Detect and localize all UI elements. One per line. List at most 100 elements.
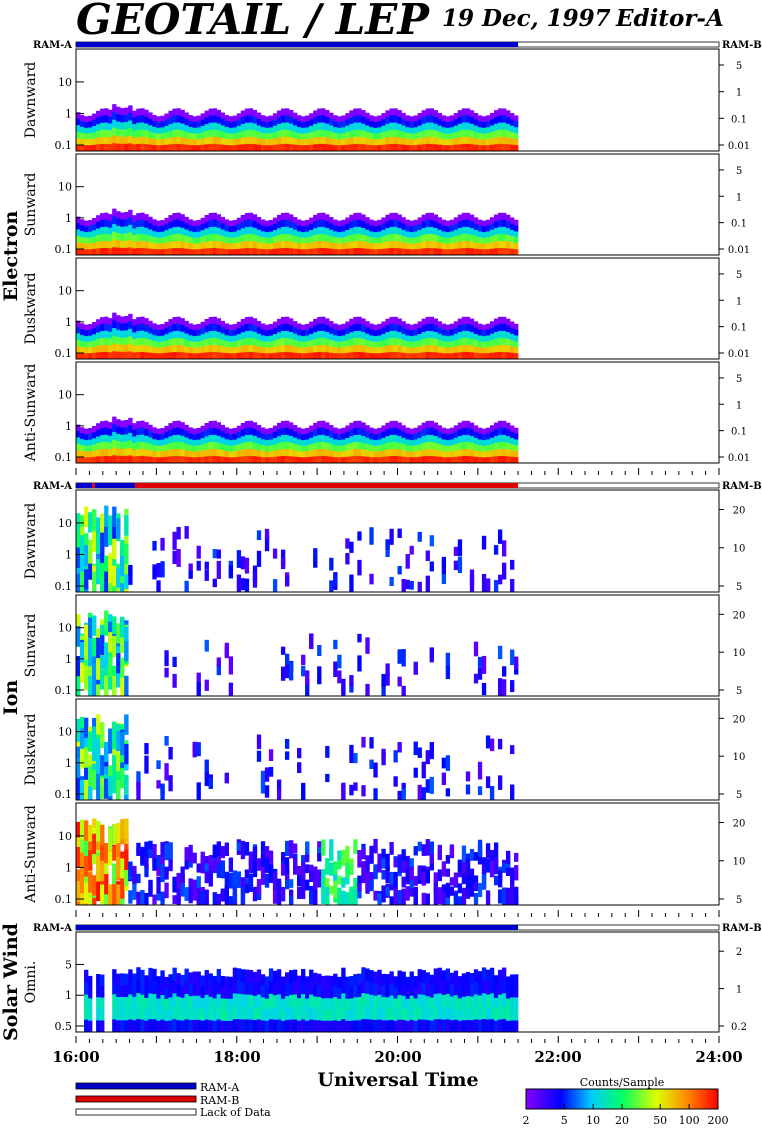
- spectrogram-cell: [80, 231, 85, 238]
- spectrogram-cell: [317, 330, 322, 339]
- spectrogram-cell: [112, 506, 117, 527]
- spectrogram-cell: [389, 1019, 394, 1033]
- spectrogram-cell: [369, 133, 374, 140]
- spectrogram-cell: [96, 985, 101, 998]
- spectrogram-cell: [305, 998, 310, 1011]
- spectrogram-cell: [389, 219, 394, 228]
- spectrogram-cell: [284, 653, 290, 665]
- spectrogram-cell: [385, 974, 390, 986]
- spectrogram-cell: [256, 858, 262, 871]
- spectrogram-cell: [349, 429, 354, 437]
- spectrogram-cell: [401, 242, 406, 250]
- spectrogram-cell: [108, 828, 113, 849]
- spectrogram-cell: [329, 1020, 334, 1033]
- spectrogram-cell: [506, 345, 511, 353]
- spectrogram-cell: [240, 886, 246, 905]
- spectrogram-cell: [176, 330, 181, 339]
- spectrogram-cell: [204, 863, 209, 872]
- spectrogram-cell: [176, 1008, 181, 1021]
- spectrogram-cell: [148, 248, 153, 256]
- spectrogram-cell: [208, 331, 213, 339]
- spectrogram-cell: [389, 971, 394, 984]
- spectrogram-cell: [313, 228, 318, 236]
- spectrogram-cell: [212, 441, 217, 450]
- spectrogram-cell: [152, 844, 157, 862]
- spectrogram-cell: [329, 450, 334, 457]
- spectrogram-cell: [88, 872, 93, 893]
- spectrogram-cell: [510, 321, 515, 328]
- spectrogram-cell: [220, 327, 225, 334]
- spectrogram-cell: [232, 237, 238, 244]
- spectrogram-cell: [313, 876, 318, 892]
- spectrogram-cell: [184, 431, 189, 438]
- spectrogram-cell: [329, 862, 334, 876]
- spectrogram-cell: [196, 243, 201, 250]
- spectrogram-cell: [236, 993, 242, 1007]
- spectrogram-cell: [164, 321, 169, 329]
- spectrogram-cell: [168, 221, 173, 229]
- spectrogram-cell: [357, 559, 362, 576]
- spectrogram-cell: [268, 457, 274, 464]
- spectrogram-cell: [441, 451, 447, 458]
- spectrogram-cell: [445, 855, 451, 864]
- spectrogram-cell: [156, 1020, 161, 1033]
- spectrogram-cell: [369, 115, 374, 122]
- spectrogram-cell: [373, 249, 378, 256]
- spectrogram-cell: [389, 247, 394, 256]
- spectrogram-cell: [437, 242, 443, 250]
- spectrogram-cell: [204, 130, 209, 138]
- spectrogram-cell: [184, 118, 189, 126]
- spectrogram-cell: [421, 982, 426, 996]
- spectrogram-cell: [144, 743, 149, 755]
- spectrogram-cell: [481, 457, 487, 464]
- spectrogram-cell: [260, 225, 266, 232]
- spectrogram-cell: [260, 335, 266, 342]
- spectrogram-cell: [108, 621, 113, 642]
- spectrogram-cell: [321, 1009, 326, 1022]
- spectrogram-cell: [349, 683, 354, 693]
- spectrogram-cell: [465, 996, 471, 1009]
- spectrogram-cell: [325, 318, 330, 326]
- spectrogram-cell: [76, 547, 81, 568]
- spectrogram-cell: [325, 1009, 330, 1022]
- spectrogram-cell: [104, 247, 109, 256]
- spectrogram-cell: [132, 235, 137, 243]
- spectrogram-cell: [313, 110, 318, 118]
- spectrogram-cell: [441, 133, 447, 140]
- spectrogram-cell: [437, 131, 443, 139]
- spectrogram-cell: [184, 223, 189, 230]
- spectrogram-cell: [497, 330, 503, 339]
- spectrogram-cell: [224, 243, 230, 250]
- spectrogram-cell: [140, 351, 145, 360]
- spectrogram-cell: [216, 422, 221, 430]
- spectrogram-cell: [84, 139, 89, 146]
- spectrogram-cell: [132, 241, 137, 249]
- spectrogram-cell: [120, 226, 125, 235]
- spectrogram-cell: [284, 330, 290, 339]
- spectrogram-cell: [192, 440, 197, 447]
- spectrogram-cell: [301, 782, 306, 800]
- spectrogram-cell: [240, 578, 246, 591]
- spectrogram-cell: [92, 132, 97, 139]
- spectrogram-cell: [506, 976, 511, 988]
- spectrogram-cell: [461, 212, 467, 221]
- spectrogram-cell: [152, 994, 157, 1008]
- y-tick-label-right: 1: [736, 296, 742, 307]
- spectrogram-cell: [152, 231, 157, 238]
- spectrogram-cell: [148, 879, 153, 897]
- spectrogram-cell: [136, 108, 141, 117]
- spectrogram-cell: [164, 987, 169, 1000]
- spectrogram-cell: [268, 1019, 274, 1033]
- spectrogram-cell: [437, 980, 443, 994]
- spectrogram-cell: [293, 969, 298, 983]
- spectrogram-cell: [148, 346, 153, 353]
- spectrogram-cell: [256, 327, 262, 334]
- spectrogram-cell: [297, 115, 302, 122]
- spectrogram-cell: [489, 425, 495, 432]
- spectrogram-cell: [260, 439, 266, 446]
- spectrogram-cell: [232, 870, 238, 889]
- spectrogram-cell: [272, 113, 278, 120]
- spectrogram-cell: [514, 219, 519, 226]
- spectrogram-cell: [293, 340, 298, 347]
- spectrogram-cell: [341, 433, 346, 440]
